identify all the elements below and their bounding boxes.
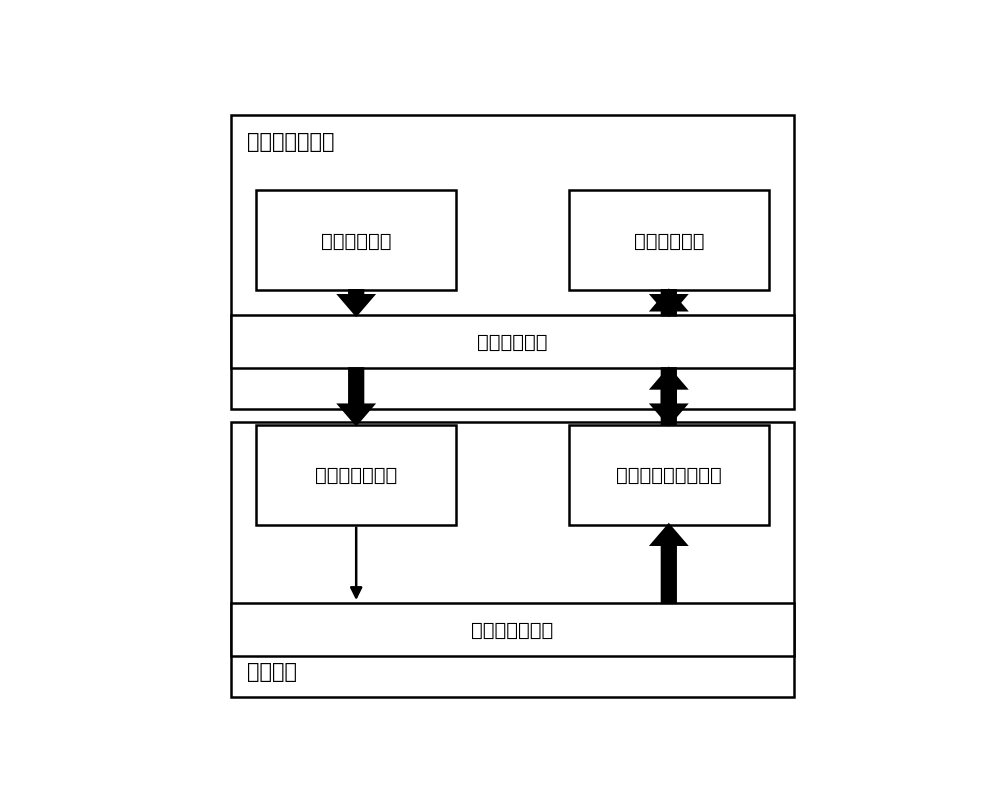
- Polygon shape: [652, 291, 686, 315]
- Bar: [231, 422, 794, 697]
- Polygon shape: [652, 369, 686, 425]
- Text: 流程控制模块: 流程控制模块: [321, 231, 391, 251]
- Bar: [569, 425, 769, 525]
- Bar: [231, 315, 794, 369]
- Polygon shape: [339, 291, 373, 315]
- Bar: [569, 191, 769, 291]
- Text: 负载力矩控制器: 负载力矩控制器: [315, 466, 397, 485]
- Text: 测试平台: 测试平台: [247, 661, 297, 681]
- Bar: [231, 116, 794, 410]
- Text: 测试评价子系统: 测试评价子系统: [247, 131, 334, 152]
- Bar: [256, 425, 456, 525]
- Text: 数据分析模块: 数据分析模块: [634, 231, 704, 251]
- Bar: [231, 603, 794, 656]
- Text: 机械手传动单元: 机械手传动单元: [471, 620, 554, 639]
- Polygon shape: [339, 369, 373, 425]
- Bar: [256, 191, 456, 291]
- Text: 运动参数测量传感器: 运动参数测量传感器: [616, 466, 722, 485]
- Polygon shape: [652, 525, 686, 603]
- Polygon shape: [652, 291, 686, 315]
- Text: 控制检测单元: 控制检测单元: [477, 333, 548, 352]
- Polygon shape: [652, 369, 686, 425]
